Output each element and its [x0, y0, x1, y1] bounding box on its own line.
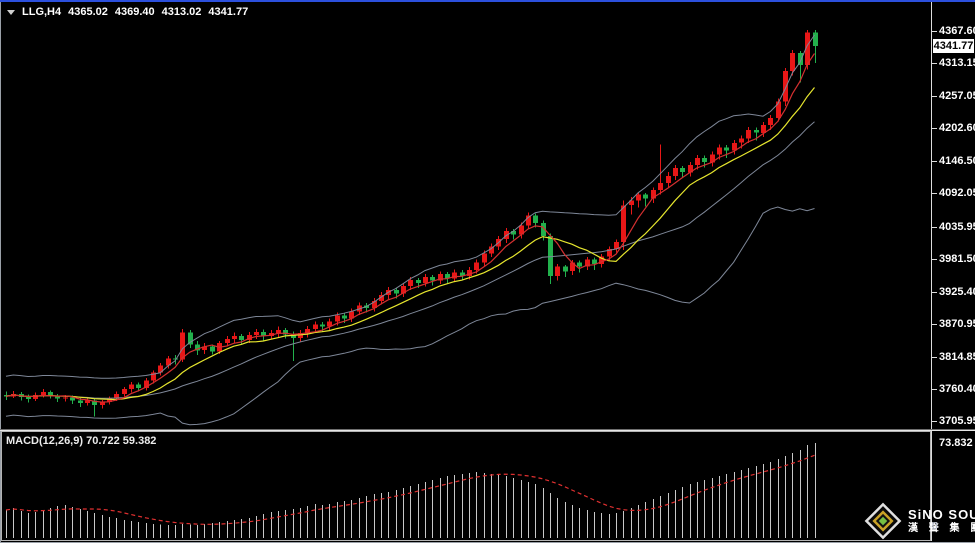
price-axis-tick: [932, 259, 937, 260]
symbol-header: LLG,H4 4365.02 4369.40 4313.02 4341.77: [7, 6, 248, 18]
price-axis-tick: [932, 128, 937, 129]
macd-panel[interactable]: MACD(12,26,9) 70.722 59.382: [1, 431, 931, 541]
price-axis-label: 3705.95: [939, 415, 975, 428]
ma-slow-line: [5, 87, 815, 401]
price-axis-tick: [932, 324, 937, 325]
price-axis-label: 4146.50: [939, 155, 975, 168]
indicator-lines-layer: [5, 34, 815, 426]
price-axis-line: [931, 2, 932, 541]
price-axis-label: 4092.05: [939, 187, 975, 200]
price-axis-label: 4202.60: [939, 122, 975, 135]
bollinger-lower-band: [5, 206, 815, 426]
price-axis-tick: [932, 421, 937, 422]
price-axis-label: 4257.05: [939, 90, 975, 103]
price-axis-tick: [932, 357, 937, 358]
price-axis-tick: [932, 389, 937, 390]
window-top-accent: [0, 0, 975, 2]
watermark-brand: SiNO SOUND: [908, 506, 975, 522]
price-axis-tick: [932, 193, 937, 194]
price-axis-tick: [932, 292, 937, 293]
price-axis-label: 3925.40: [939, 285, 975, 298]
bollinger-upper-band: [5, 34, 815, 379]
symbol-name: LLG,H4: [22, 6, 62, 18]
price-axis-label: 4367.60: [939, 25, 975, 37]
ohlc-low: 4313.02: [161, 6, 202, 18]
triangle-down-icon[interactable]: [7, 9, 15, 15]
panel-separator[interactable]: [0, 429, 975, 431]
sino-sound-diamond-icon: [862, 501, 904, 541]
bollinger-middle-band: [5, 121, 815, 399]
macd-zero-label: 0: [932, 521, 938, 532]
price-axis-tick: [932, 227, 937, 228]
price-axis-tick: [932, 96, 937, 97]
watermark-brand-cn: 漢 聲 集 團: [908, 522, 975, 534]
price-axis-tick: [932, 31, 937, 32]
price-axis-label: 3814.85: [939, 350, 975, 363]
candlestick-chart[interactable]: [0, 0, 931, 429]
macd-histogram: [6, 443, 816, 538]
macd-indicator-label: MACD(12,26,9) 70.722 59.382: [6, 435, 157, 447]
current-price-tag: 4341.77: [933, 39, 974, 54]
macd-scale-max-label: 73.832: [939, 437, 973, 449]
price-axis-label: 3981.50: [939, 252, 975, 265]
ma-fast-line: [5, 53, 815, 403]
price-axis-label: 4313.15: [939, 57, 975, 70]
ohlc-high: 4369.40: [114, 6, 155, 18]
macd-chart: [5, 443, 816, 538]
broker-watermark: SiNO SOUND 漢 聲 集 團: [862, 501, 975, 541]
ohlc-open: 4365.02: [68, 6, 108, 18]
candles-layer: [4, 29, 818, 417]
macd-signal-line: [5, 454, 815, 525]
price-axis-tick: [932, 63, 937, 64]
price-axis-tick: [932, 161, 937, 162]
price-axis-label: 4035.95: [939, 220, 975, 233]
price-axis-label: 3760.40: [939, 382, 975, 395]
price-axis-label: 3870.95: [939, 317, 975, 330]
ohlc-close: 4341.77: [208, 6, 249, 18]
